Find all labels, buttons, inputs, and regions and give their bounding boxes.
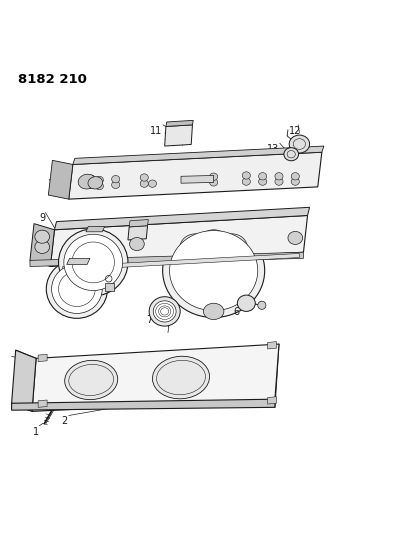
- Ellipse shape: [153, 301, 176, 322]
- Ellipse shape: [140, 180, 148, 187]
- Ellipse shape: [170, 231, 258, 311]
- Polygon shape: [165, 125, 192, 146]
- Ellipse shape: [78, 174, 96, 189]
- Text: 6: 6: [233, 308, 239, 317]
- Ellipse shape: [95, 182, 104, 190]
- Ellipse shape: [242, 172, 250, 179]
- Ellipse shape: [46, 260, 108, 318]
- Polygon shape: [32, 344, 279, 411]
- Text: 4: 4: [59, 259, 65, 268]
- Ellipse shape: [58, 229, 128, 296]
- Ellipse shape: [95, 176, 104, 184]
- Polygon shape: [105, 283, 114, 291]
- Polygon shape: [38, 354, 47, 361]
- Ellipse shape: [140, 174, 148, 181]
- Ellipse shape: [88, 176, 103, 189]
- Ellipse shape: [217, 234, 247, 262]
- Polygon shape: [73, 146, 324, 165]
- Ellipse shape: [198, 230, 229, 259]
- Text: 2: 2: [62, 416, 68, 426]
- Text: 13: 13: [267, 144, 279, 154]
- Polygon shape: [51, 215, 307, 266]
- Polygon shape: [55, 207, 309, 230]
- Polygon shape: [128, 225, 148, 240]
- Polygon shape: [181, 175, 214, 183]
- Ellipse shape: [210, 173, 218, 180]
- Polygon shape: [30, 224, 55, 266]
- Polygon shape: [268, 397, 277, 404]
- Ellipse shape: [35, 230, 50, 243]
- Polygon shape: [69, 152, 322, 199]
- Ellipse shape: [112, 181, 120, 189]
- Polygon shape: [67, 259, 90, 264]
- Ellipse shape: [64, 234, 122, 290]
- Ellipse shape: [163, 224, 265, 318]
- Ellipse shape: [237, 295, 255, 311]
- Text: 5: 5: [229, 271, 235, 280]
- Text: 10: 10: [48, 179, 60, 189]
- Polygon shape: [38, 400, 47, 407]
- Ellipse shape: [203, 303, 224, 320]
- Ellipse shape: [112, 175, 120, 183]
- Polygon shape: [12, 350, 36, 411]
- Ellipse shape: [242, 178, 250, 185]
- Ellipse shape: [259, 178, 267, 185]
- Ellipse shape: [129, 238, 144, 251]
- Ellipse shape: [291, 178, 299, 185]
- Ellipse shape: [259, 173, 267, 180]
- Ellipse shape: [152, 356, 210, 399]
- Ellipse shape: [288, 231, 302, 245]
- Polygon shape: [86, 227, 105, 232]
- Text: 8182 210: 8182 210: [18, 72, 87, 86]
- Ellipse shape: [52, 264, 102, 313]
- Text: 12: 12: [289, 126, 302, 136]
- Ellipse shape: [149, 297, 180, 326]
- Ellipse shape: [210, 179, 218, 186]
- Polygon shape: [12, 399, 275, 410]
- Ellipse shape: [180, 234, 211, 262]
- Ellipse shape: [87, 175, 95, 182]
- Ellipse shape: [35, 240, 50, 253]
- Text: 9: 9: [39, 213, 45, 223]
- Polygon shape: [62, 253, 299, 271]
- Text: 8: 8: [96, 237, 102, 247]
- Ellipse shape: [289, 135, 309, 153]
- Polygon shape: [129, 220, 148, 227]
- Polygon shape: [166, 120, 193, 126]
- Ellipse shape: [258, 301, 266, 309]
- Ellipse shape: [284, 148, 298, 161]
- Ellipse shape: [148, 180, 157, 187]
- Ellipse shape: [275, 173, 283, 180]
- Text: 11: 11: [150, 126, 163, 136]
- Ellipse shape: [291, 173, 299, 180]
- Ellipse shape: [87, 181, 95, 189]
- Ellipse shape: [65, 360, 118, 400]
- Polygon shape: [30, 252, 303, 266]
- Text: 7: 7: [146, 314, 153, 325]
- Polygon shape: [268, 342, 277, 349]
- Ellipse shape: [275, 178, 283, 185]
- Text: 1: 1: [33, 426, 39, 437]
- Text: 3: 3: [47, 291, 53, 301]
- Polygon shape: [48, 160, 73, 199]
